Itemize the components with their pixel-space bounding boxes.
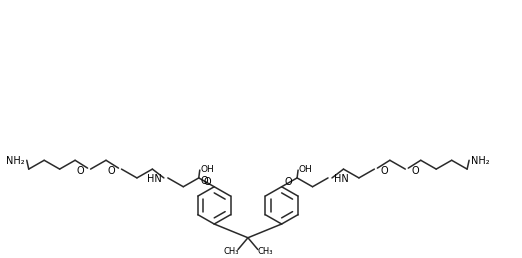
Text: HN: HN [147, 174, 162, 184]
Text: O: O [381, 166, 388, 176]
Text: CH₃: CH₃ [223, 247, 239, 256]
Text: OH: OH [201, 165, 215, 174]
Text: OH: OH [298, 165, 312, 174]
Text: O: O [285, 177, 292, 187]
Text: O: O [200, 176, 208, 186]
Text: O: O [204, 177, 211, 187]
Text: O: O [411, 166, 419, 176]
Text: NH₂: NH₂ [471, 156, 490, 166]
Text: O: O [77, 166, 85, 176]
Text: NH₂: NH₂ [6, 156, 25, 166]
Text: CH₃: CH₃ [257, 247, 272, 256]
Text: O: O [108, 166, 115, 176]
Text: HN: HN [334, 174, 349, 184]
